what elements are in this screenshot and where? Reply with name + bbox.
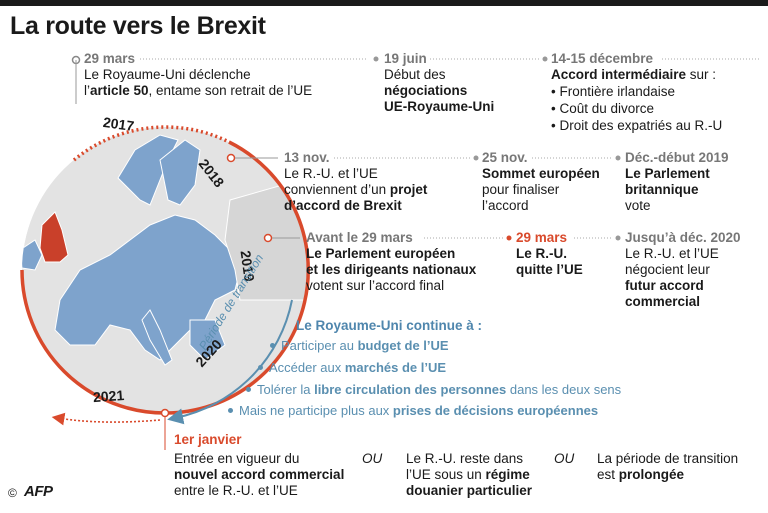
event-2018-11-13: 13 nov. Le R.-U. et l’UE conviennent d’u… bbox=[284, 150, 428, 213]
timeline-arc-top bbox=[72, 125, 230, 162]
event-2017-03-29: 29 mars Le Royaume-Uni déclenche l’artic… bbox=[84, 51, 313, 98]
event-2018-11-25: 25 nov. Sommet européen pour finaliser l… bbox=[482, 150, 600, 213]
event-date: Jusqu’à déc. 2020 bbox=[625, 230, 741, 245]
or-label-2: OU bbox=[554, 451, 575, 466]
transition-heading: Le Royaume-Uni continue à : bbox=[296, 318, 483, 333]
node-2019 bbox=[263, 233, 273, 243]
bullet-icon bbox=[228, 408, 233, 414]
map-uk bbox=[39, 211, 69, 263]
or-label-1: OU bbox=[362, 451, 383, 466]
node-2018 bbox=[226, 153, 236, 163]
event-date: Avant le 29 mars bbox=[306, 230, 413, 245]
map-balkans bbox=[189, 319, 226, 361]
page-title: La route vers le Brexit bbox=[10, 12, 266, 40]
map-italy bbox=[141, 309, 173, 366]
event-date: 14-15 décembre bbox=[551, 51, 654, 66]
event-2017-06-19: 19 juin Début des négociations UE-Royaum… bbox=[384, 51, 495, 114]
event-date: 19 juin bbox=[384, 51, 427, 66]
event-date: 13 nov. bbox=[284, 150, 330, 165]
bullet-icon bbox=[258, 365, 263, 371]
outcome-customs-regime: Le R.-U. reste dans l’UE sous un régime … bbox=[406, 451, 533, 498]
event-date: 25 nov. bbox=[482, 150, 528, 165]
map-finland bbox=[159, 139, 201, 206]
outcome-extension: La période de transition est prolongée bbox=[597, 451, 739, 482]
event-2018-12: Déc.-début 2019 Le Parlement britannique… bbox=[625, 150, 729, 213]
transition-item-3: Tolérer la libre circulation des personn… bbox=[246, 382, 621, 398]
transition-item-2: Accéder aux marchés de l’UE bbox=[258, 360, 446, 376]
outcome-new-agreement: Entrée en vigueur du nouvel accord comme… bbox=[174, 451, 345, 498]
event-2017-12-14: 14-15 décembre Accord intermédiaire sur … bbox=[551, 51, 723, 133]
timeline-arc bbox=[20, 140, 310, 415]
future-arrow bbox=[51, 412, 161, 426]
event-2019-before-march: Avant le 29 mars Le Parlement européen e… bbox=[306, 230, 477, 293]
transition-item-4: Mais ne participe plus aux prises de déc… bbox=[228, 403, 598, 419]
transition-item-1: Participer au budget de l’UE bbox=[270, 338, 449, 354]
event-date: 29 mars bbox=[516, 230, 568, 245]
event-until-dec-2020: Jusqu’à déc. 2020 Le R.-U. et l’UE négoc… bbox=[625, 230, 741, 309]
afp-logo: AFP bbox=[24, 483, 53, 500]
event-date: Déc.-début 2019 bbox=[625, 150, 729, 165]
top-bar bbox=[0, 0, 768, 6]
bullet-icon bbox=[246, 387, 251, 393]
event-2019-03-29: 29 mars Le R.-U. quitte l’UE bbox=[516, 230, 583, 277]
final-date: 1er janvier bbox=[174, 432, 242, 447]
copyright: © bbox=[8, 486, 17, 500]
year-2021: 2021 bbox=[92, 386, 125, 406]
event-date: 29 mars bbox=[84, 51, 136, 66]
bullet-icon bbox=[270, 343, 275, 349]
map-ireland bbox=[22, 239, 43, 271]
transition-arc bbox=[167, 299, 293, 425]
node-2021 bbox=[160, 408, 170, 418]
